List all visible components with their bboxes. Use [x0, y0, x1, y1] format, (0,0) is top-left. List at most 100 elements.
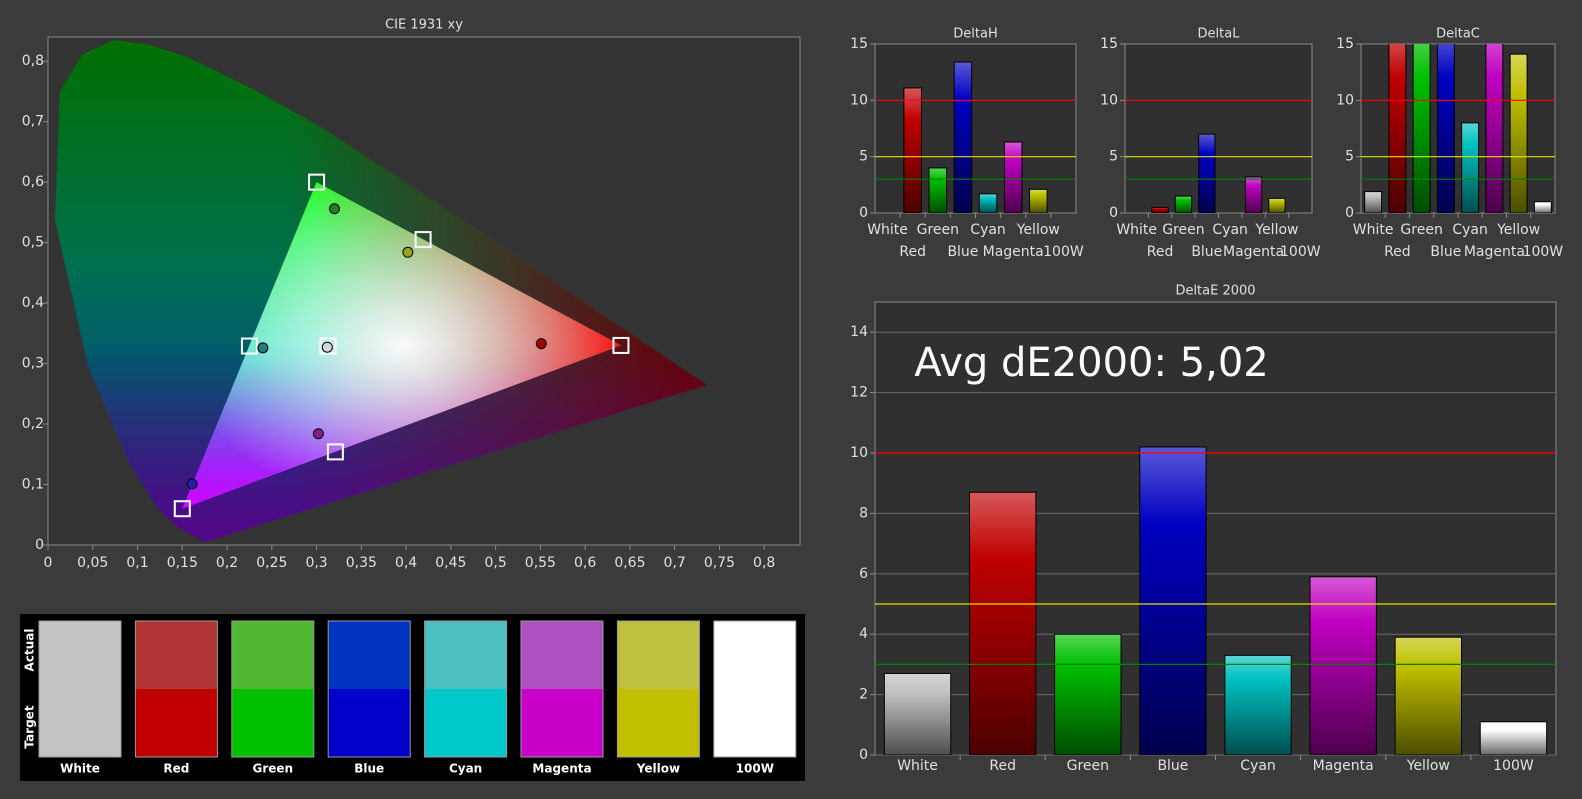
y-tick-label: 5 — [1109, 149, 1118, 165]
bar — [1198, 133, 1216, 213]
x-tick-label: Red — [989, 758, 1016, 774]
bar — [1479, 721, 1548, 755]
y-tick-label: 0 — [859, 747, 868, 763]
y-tick-label: 12 — [850, 385, 868, 401]
bar — [883, 672, 952, 755]
gamut-triangle — [182, 182, 621, 509]
actual-point — [312, 428, 324, 440]
y-tick-label: 0,4 — [22, 295, 44, 311]
bar — [1003, 141, 1023, 213]
y-tick-label: 2 — [859, 687, 868, 703]
x-tick-label: Red — [1384, 244, 1411, 260]
swatch-label: Blue — [354, 762, 384, 776]
x-tick-label: 0,6 — [574, 555, 596, 571]
swatch-frame — [713, 620, 797, 758]
bars — [1364, 44, 1552, 213]
swatch-target — [713, 689, 796, 757]
target-point — [319, 337, 337, 355]
bar — [1224, 654, 1292, 755]
x-tick-label: Yellow — [1496, 222, 1540, 238]
swatch-frame — [231, 620, 315, 758]
x-tick-label: 0,65 — [614, 555, 645, 571]
bar — [1364, 191, 1383, 213]
swatch-actual — [39, 621, 121, 689]
actual-point — [328, 203, 340, 215]
row-label: Target — [23, 705, 37, 748]
x-tick-label: 0,4 — [395, 555, 417, 571]
chart-title: DeltaL — [1198, 27, 1241, 42]
x-tick-label: 0,2 — [216, 555, 238, 571]
swatch-label: Magenta — [532, 762, 591, 776]
bar — [1309, 576, 1377, 755]
actual-point — [402, 246, 414, 258]
swatch-label: 100W — [736, 762, 774, 776]
row-label: Actual — [23, 629, 37, 672]
x-tick-label: 100W — [1493, 758, 1534, 774]
swatch-actual — [424, 621, 507, 689]
x-tick-label: Green — [917, 222, 959, 238]
chart-title: CIE 1931 xy — [385, 18, 463, 33]
chart-title: DeltaC — [1436, 27, 1480, 42]
y-tick-label: 8 — [859, 505, 868, 521]
bar — [1461, 122, 1480, 213]
y-tick-label: 15 — [1336, 36, 1354, 52]
y-tick-label: 4 — [859, 626, 868, 642]
swatch-frame — [327, 620, 411, 758]
x-tick-label: Red — [1147, 244, 1174, 260]
x-tick-label: Cyan — [970, 222, 1006, 238]
annotation: Avg dE2000: 5,02 — [914, 340, 1269, 386]
swatch-frame — [616, 620, 700, 758]
swatch-label: Cyan — [449, 762, 482, 776]
target-point — [173, 500, 191, 518]
y-tick-label: 10 — [1336, 92, 1354, 108]
swatch-target — [521, 689, 603, 757]
x-tick-label: 0,45 — [435, 555, 466, 571]
target-point — [308, 173, 326, 191]
swatch-frame — [134, 620, 218, 758]
x-tick-label: 0,3 — [305, 555, 327, 571]
swatch-actual — [231, 621, 314, 689]
x-tick-label: Yellow — [1016, 222, 1060, 238]
swatch-actual — [135, 621, 218, 689]
bar — [978, 193, 998, 213]
bars — [883, 446, 1548, 755]
bar — [1394, 636, 1463, 755]
x-tick-label: Magenta — [1223, 244, 1284, 260]
swatch-label: Green — [253, 762, 294, 776]
x-tick-label: White — [1116, 222, 1157, 238]
target-point — [612, 336, 630, 354]
chart-title: DeltaH — [953, 27, 997, 42]
x-tick-label: Green — [1162, 222, 1204, 238]
bar — [1054, 633, 1122, 755]
y-tick-label: 0 — [859, 205, 868, 221]
bar — [928, 167, 948, 213]
actual-point — [321, 341, 333, 353]
y-tick-label: 0,7 — [22, 114, 44, 130]
x-tick-label: Yellow — [1406, 758, 1450, 774]
y-tick-label: 14 — [850, 324, 868, 340]
target-point — [414, 231, 432, 249]
x-tick-label: White — [897, 758, 938, 774]
bar — [1268, 197, 1286, 213]
swatch-label: Yellow — [636, 762, 680, 776]
y-tick-label: 0 — [1109, 205, 1118, 221]
x-tick-label: Cyan — [1212, 222, 1248, 238]
y-tick-label: 15 — [1100, 36, 1118, 52]
x-tick-label: Red — [899, 244, 926, 260]
y-tick-label: 0,5 — [22, 235, 44, 251]
swatch-actual — [713, 621, 796, 689]
x-tick-label: 0,5 — [484, 555, 506, 571]
x-tick-label: 100W — [1523, 244, 1564, 260]
x-tick-label: 0,55 — [525, 555, 556, 571]
actual-point — [186, 478, 198, 490]
x-tick-label: 0,8 — [753, 555, 775, 571]
bar — [1139, 446, 1207, 755]
x-tick-label: 0 — [44, 555, 53, 571]
y-tick-label: 10 — [850, 445, 868, 461]
y-tick-label: 0,6 — [22, 174, 44, 190]
swatch-label: White — [60, 762, 100, 776]
target-point — [326, 443, 344, 461]
swatch-target — [424, 689, 507, 757]
y-tick-label: 10 — [1100, 92, 1118, 108]
x-tick-label: Blue — [1191, 244, 1222, 260]
